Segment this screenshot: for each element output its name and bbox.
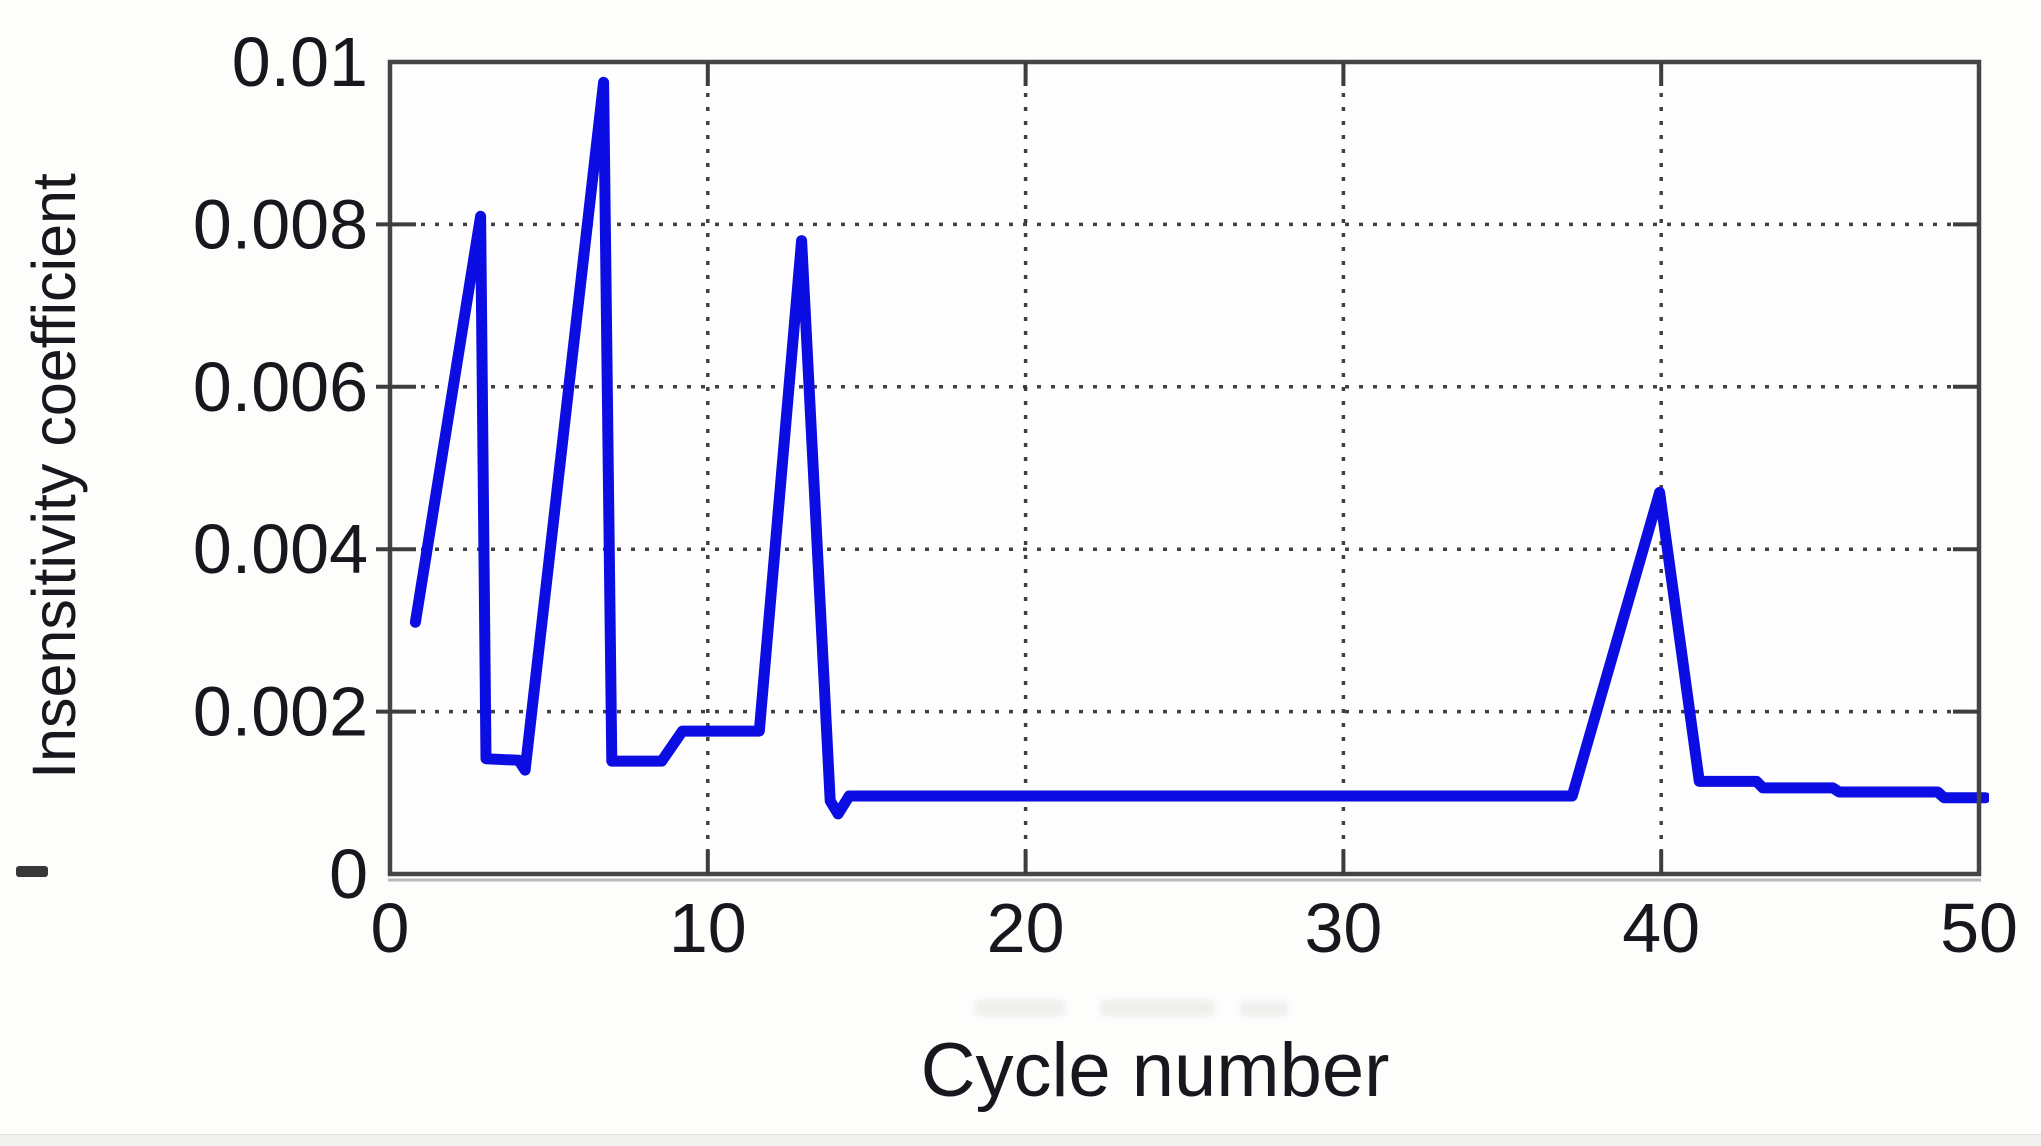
y-tick-label: 0.008 [193, 185, 368, 263]
watermark-artifact [1240, 1001, 1288, 1016]
series-layer [409, 76, 1989, 820]
x-tick-label: 20 [987, 889, 1065, 967]
plot-background-layer [390, 62, 1979, 874]
x-tick-label: 10 [669, 889, 747, 967]
x-tick-label: 0 [371, 889, 410, 967]
y-tick-label: 0.004 [193, 510, 368, 588]
y-tick-label: 0.002 [193, 673, 368, 751]
tick-label-layer: 0 0.002 0.004 0.006 0.008 0.01 0 10 20 30 40 50 [193, 23, 2018, 967]
y-tick-label: 0.006 [193, 348, 368, 426]
axis-layer [376, 59, 1982, 882]
x-tick-label: 30 [1304, 889, 1382, 967]
data-line [409, 76, 1989, 820]
plot-border [387, 59, 1982, 877]
x-axis-title: Cycle number [921, 1028, 1390, 1113]
grid-layer [393, 65, 1976, 871]
x-tick-label: 40 [1622, 889, 1700, 967]
photo-bottom-edge [0, 1134, 2041, 1146]
watermark-artifact [1100, 1000, 1215, 1016]
plot-background [390, 62, 1979, 874]
y-tick-label: 0 [329, 835, 368, 913]
y-tick-label: 0.01 [232, 23, 368, 101]
stray-mark-artifact [16, 866, 48, 877]
y-axis-title: Insensitivity coefficient [20, 173, 88, 779]
x-tick-label: 50 [1940, 889, 2018, 967]
watermark-artifact [975, 1000, 1065, 1016]
